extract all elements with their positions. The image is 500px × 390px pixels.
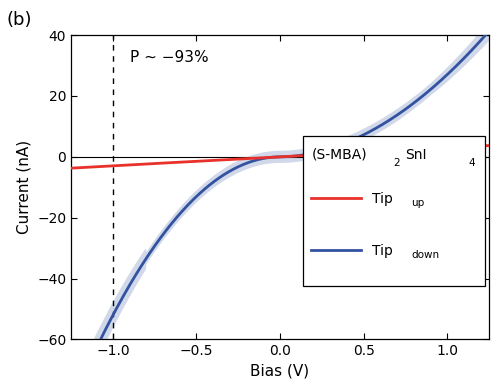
Text: 2: 2 <box>393 158 400 168</box>
Text: P ~ −93%: P ~ −93% <box>130 50 208 66</box>
Text: SnI: SnI <box>406 148 427 162</box>
Y-axis label: Current (nA): Current (nA) <box>16 140 32 234</box>
Text: 4: 4 <box>468 158 474 168</box>
Text: Tip: Tip <box>372 244 393 258</box>
Text: up: up <box>412 198 425 208</box>
Text: (S-MBA): (S-MBA) <box>312 148 367 162</box>
Text: down: down <box>412 250 440 260</box>
Text: (b): (b) <box>6 11 32 29</box>
Text: Tip: Tip <box>372 192 393 206</box>
X-axis label: Bias (V): Bias (V) <box>250 364 310 379</box>
FancyBboxPatch shape <box>303 136 484 286</box>
